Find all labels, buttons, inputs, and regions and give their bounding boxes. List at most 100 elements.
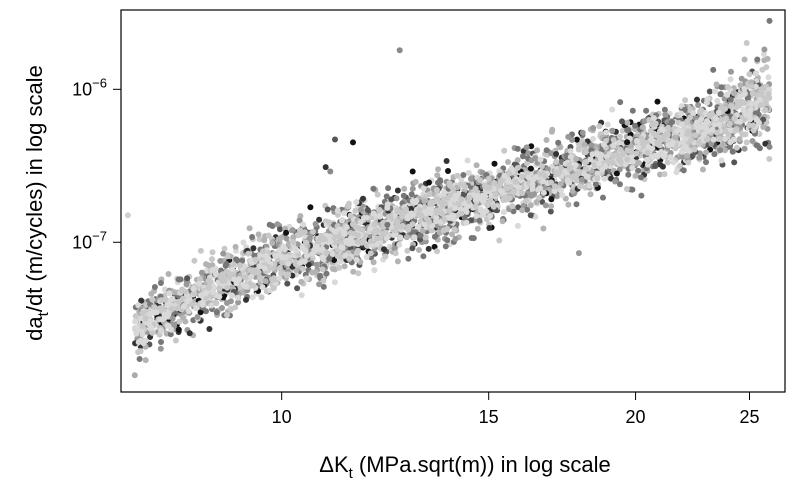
data-point <box>367 250 374 257</box>
data-point <box>537 185 544 192</box>
data-point <box>548 179 555 186</box>
data-point <box>316 216 323 223</box>
data-point <box>411 234 418 241</box>
data-point <box>487 213 494 219</box>
data-point <box>519 173 526 180</box>
data-point <box>278 270 285 277</box>
data-point <box>729 148 736 155</box>
data-point <box>660 136 667 142</box>
data-point <box>383 235 390 242</box>
data-point <box>712 115 719 122</box>
data-point <box>756 96 763 103</box>
data-point <box>249 294 256 301</box>
data-point <box>142 357 149 364</box>
data-point <box>473 213 480 220</box>
data-point <box>392 250 399 257</box>
data-point <box>462 206 469 213</box>
data-point <box>624 139 631 146</box>
data-point <box>733 126 740 133</box>
data-point <box>620 151 626 158</box>
data-point <box>445 194 452 201</box>
data-point <box>731 90 738 97</box>
data-point <box>396 241 403 248</box>
data-point <box>762 140 769 147</box>
data-point <box>475 193 481 199</box>
data-point <box>506 170 513 177</box>
data-point <box>324 206 331 213</box>
data-point <box>137 315 144 322</box>
data-point <box>542 202 549 209</box>
data-point <box>276 264 283 271</box>
data-point <box>754 142 761 149</box>
data-point <box>743 111 750 118</box>
data-point <box>376 207 383 213</box>
data-point <box>582 166 589 173</box>
data-point <box>514 157 521 164</box>
data-point <box>679 138 686 145</box>
data-point <box>610 137 617 143</box>
data-point <box>349 221 356 228</box>
data-point <box>232 243 239 250</box>
data-point <box>178 287 185 294</box>
data-point <box>346 255 353 262</box>
data-point <box>743 139 750 146</box>
data-point <box>559 192 566 199</box>
data-point <box>643 107 650 114</box>
data-point <box>484 201 491 208</box>
data-point <box>749 90 756 97</box>
data-point <box>644 149 651 156</box>
data-point <box>285 260 292 267</box>
data-point <box>265 232 272 239</box>
y-axis: 10−7 10−6 <box>72 75 122 252</box>
data-point <box>712 88 718 95</box>
data-point <box>394 258 401 265</box>
data-point <box>765 90 772 97</box>
data-point <box>574 136 580 143</box>
data-point <box>714 97 721 104</box>
data-point <box>543 147 550 154</box>
y-tick-label: 10−6 <box>72 75 107 99</box>
data-point <box>669 141 675 148</box>
data-point <box>294 285 301 292</box>
data-point <box>740 107 747 113</box>
data-point <box>724 84 731 90</box>
data-point <box>191 257 198 264</box>
data-point <box>564 177 571 184</box>
data-point <box>151 304 158 311</box>
data-point <box>746 122 752 129</box>
data-point <box>698 107 705 114</box>
data-point <box>557 187 564 194</box>
data-point <box>157 345 164 352</box>
data-point <box>416 206 423 213</box>
data-point <box>740 100 747 107</box>
data-point <box>682 143 689 150</box>
data-point <box>194 314 201 320</box>
data-point <box>737 82 744 89</box>
data-point <box>567 153 574 160</box>
data-point <box>717 136 724 142</box>
data-point <box>363 254 370 260</box>
outlier-point <box>322 164 329 171</box>
data-point <box>664 130 671 137</box>
data-point <box>426 191 433 198</box>
data-point <box>338 244 345 250</box>
data-point <box>660 153 667 160</box>
data-point <box>241 274 248 281</box>
data-point <box>581 141 588 148</box>
data-point <box>404 247 411 254</box>
data-point <box>748 83 755 90</box>
data-point <box>596 123 603 130</box>
data-point <box>441 200 448 207</box>
data-point <box>711 151 718 158</box>
data-point <box>500 197 507 203</box>
data-point <box>303 239 310 246</box>
data-point <box>532 155 539 162</box>
data-point <box>616 181 623 188</box>
data-point <box>467 175 474 182</box>
data-point <box>723 115 730 122</box>
data-point <box>139 310 146 317</box>
data-point <box>691 146 698 153</box>
outlier-point <box>332 136 338 143</box>
data-point <box>210 284 217 290</box>
